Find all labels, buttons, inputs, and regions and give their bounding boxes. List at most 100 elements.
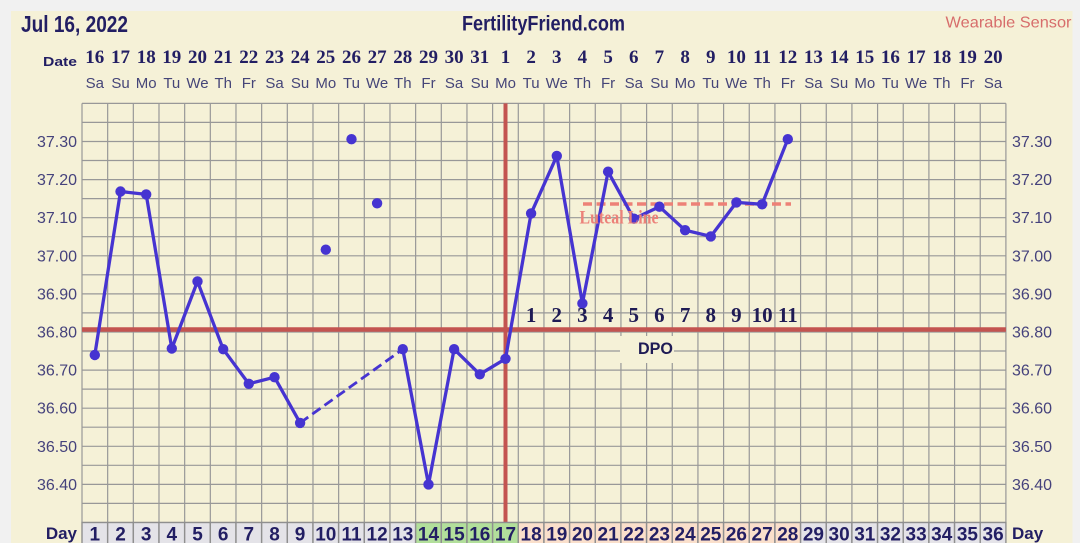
svg-text:22: 22	[239, 47, 258, 68]
svg-text:Sa: Sa	[445, 75, 464, 92]
svg-text:36.90: 36.90	[1012, 286, 1052, 303]
svg-text:8: 8	[706, 303, 717, 327]
svg-text:Jul 16, 2022: Jul 16, 2022	[21, 11, 128, 37]
svg-text:Luteal Line: Luteal Line	[580, 207, 659, 228]
svg-text:11: 11	[753, 47, 771, 68]
svg-text:28: 28	[393, 47, 412, 68]
svg-text:14: 14	[830, 47, 850, 68]
svg-text:37.20: 37.20	[1012, 172, 1052, 189]
svg-text:Tu: Tu	[343, 75, 360, 92]
svg-text:18: 18	[137, 47, 156, 68]
svg-text:14: 14	[418, 525, 440, 543]
svg-text:3: 3	[141, 525, 152, 543]
svg-text:20: 20	[984, 47, 1003, 68]
svg-text:9: 9	[731, 303, 742, 327]
svg-text:We: We	[546, 75, 568, 92]
svg-text:2: 2	[526, 47, 536, 68]
svg-text:7: 7	[244, 525, 255, 543]
svg-text:37.30: 37.30	[1012, 134, 1052, 151]
svg-text:1: 1	[501, 47, 511, 68]
svg-text:10: 10	[727, 47, 746, 68]
svg-text:Fr: Fr	[601, 75, 615, 92]
svg-text:36.80: 36.80	[1012, 325, 1052, 342]
svg-text:5: 5	[603, 47, 613, 68]
svg-text:Date: Date	[43, 54, 77, 69]
svg-text:Sa: Sa	[265, 75, 284, 92]
svg-text:34: 34	[931, 525, 953, 543]
svg-text:Su: Su	[291, 75, 309, 92]
svg-text:30: 30	[445, 47, 464, 68]
svg-text:Th: Th	[214, 75, 232, 92]
svg-text:11: 11	[341, 525, 362, 543]
svg-text:7: 7	[655, 47, 665, 68]
svg-text:19: 19	[162, 47, 181, 68]
svg-text:Tu: Tu	[702, 75, 719, 92]
svg-text:Sa: Sa	[625, 75, 644, 92]
svg-text:27: 27	[752, 525, 773, 543]
svg-text:3: 3	[577, 303, 588, 327]
svg-text:Mo: Mo	[854, 75, 875, 92]
svg-text:Sa: Sa	[804, 75, 823, 92]
svg-text:2: 2	[552, 303, 563, 327]
svg-text:36.70: 36.70	[37, 363, 77, 380]
svg-text:19: 19	[546, 525, 567, 543]
svg-text:We: We	[366, 75, 388, 92]
svg-text:29: 29	[803, 525, 824, 543]
svg-text:23: 23	[649, 525, 670, 543]
svg-text:21: 21	[598, 525, 620, 543]
svg-text:16: 16	[469, 525, 490, 543]
svg-text:Tu: Tu	[882, 75, 899, 92]
svg-text:DPO: DPO	[638, 339, 673, 358]
svg-text:16: 16	[881, 47, 900, 68]
svg-text:36.90: 36.90	[37, 286, 77, 303]
svg-text:9: 9	[295, 525, 306, 543]
svg-text:15: 15	[855, 47, 874, 68]
svg-text:13: 13	[804, 47, 823, 68]
svg-text:36.60: 36.60	[1012, 401, 1052, 418]
svg-text:36.50: 36.50	[37, 439, 77, 456]
svg-text:28: 28	[777, 525, 798, 543]
svg-text:37.10: 37.10	[1012, 210, 1052, 227]
svg-text:11: 11	[778, 303, 798, 327]
svg-text:Tu: Tu	[523, 75, 540, 92]
svg-text:20: 20	[572, 525, 593, 543]
svg-text:Th: Th	[574, 75, 592, 92]
svg-text:12: 12	[367, 525, 388, 543]
svg-text:17: 17	[907, 47, 927, 68]
svg-text:22: 22	[623, 525, 644, 543]
svg-text:32: 32	[880, 525, 901, 543]
svg-text:Su: Su	[471, 75, 489, 92]
svg-text:16: 16	[85, 47, 104, 68]
svg-text:Fr: Fr	[242, 75, 256, 92]
svg-text:36.50: 36.50	[1012, 439, 1052, 456]
svg-text:20: 20	[188, 47, 207, 68]
svg-text:4: 4	[603, 303, 614, 327]
svg-text:24: 24	[291, 47, 311, 68]
svg-text:27: 27	[368, 47, 388, 68]
svg-text:9: 9	[706, 47, 716, 68]
svg-text:10: 10	[752, 303, 773, 327]
svg-text:Mo: Mo	[315, 75, 336, 92]
svg-text:Mo: Mo	[675, 75, 696, 92]
svg-text:15: 15	[444, 525, 466, 543]
svg-text:26: 26	[342, 47, 361, 68]
svg-text:23: 23	[265, 47, 284, 68]
svg-text:36.40: 36.40	[37, 477, 77, 494]
svg-text:Mo: Mo	[136, 75, 157, 92]
svg-text:Tu: Tu	[163, 75, 180, 92]
svg-text:35: 35	[957, 525, 979, 543]
svg-text:37.30: 37.30	[37, 134, 77, 151]
svg-text:6: 6	[629, 47, 639, 68]
svg-text:31: 31	[470, 47, 489, 68]
svg-text:FertilityFriend.com: FertilityFriend.com	[462, 13, 625, 36]
svg-text:5: 5	[629, 303, 640, 327]
svg-text:Th: Th	[394, 75, 412, 92]
svg-text:26: 26	[726, 525, 747, 543]
svg-text:8: 8	[680, 47, 690, 68]
svg-text:10: 10	[315, 525, 336, 543]
svg-text:29: 29	[419, 47, 438, 68]
svg-text:36.80: 36.80	[37, 325, 77, 342]
svg-text:37.00: 37.00	[1012, 248, 1052, 265]
svg-text:36.70: 36.70	[1012, 363, 1052, 380]
svg-text:Su: Su	[111, 75, 129, 92]
